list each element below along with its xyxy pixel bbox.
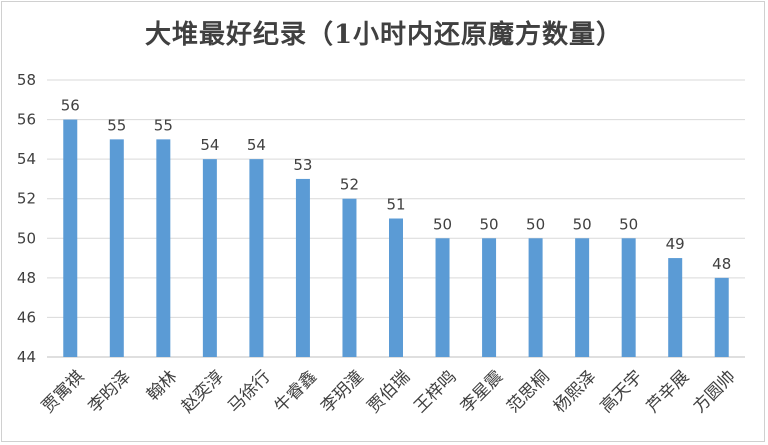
bar <box>295 178 310 357</box>
x-tick-label: 高天宇 <box>596 367 646 417</box>
y-tick-label: 50 <box>17 229 36 247</box>
x-tick-label: 牛睿鑫 <box>271 367 321 417</box>
bar <box>714 277 729 357</box>
y-tick-label: 56 <box>17 111 36 129</box>
bar <box>202 159 217 357</box>
data-label: 50 <box>480 215 499 233</box>
x-tick-label: 李昀泽 <box>85 367 135 417</box>
y-tick-label: 44 <box>17 348 36 366</box>
data-label: 49 <box>666 235 685 253</box>
bar <box>156 139 171 357</box>
bar <box>342 198 357 357</box>
y-tick-label: 52 <box>17 190 36 208</box>
x-tick-label: 翰林 <box>143 367 181 405</box>
bar <box>528 238 543 357</box>
x-tick-label: 马徐行 <box>224 367 274 417</box>
x-tick-label: 范思桐 <box>503 367 553 417</box>
x-tick-label: 李星震 <box>457 367 507 417</box>
bar <box>389 218 403 357</box>
bar <box>621 238 636 357</box>
x-tick-label: 芦辛展 <box>643 367 693 417</box>
data-label: 54 <box>247 136 266 154</box>
data-label: 56 <box>61 97 80 115</box>
data-label: 48 <box>712 255 731 273</box>
x-tick-label: 李玥潼 <box>317 367 367 417</box>
data-label: 55 <box>154 116 173 134</box>
data-label: 50 <box>433 215 452 233</box>
bar <box>668 258 683 357</box>
bar <box>249 159 264 357</box>
x-tick-label: 方圆帅 <box>690 367 740 417</box>
data-label: 52 <box>340 176 359 194</box>
y-tick-label: 58 <box>17 71 36 89</box>
bar <box>63 119 78 357</box>
y-tick-label: 48 <box>17 269 36 287</box>
data-label: 53 <box>293 156 312 174</box>
x-tick-label: 赵奕淳 <box>178 367 228 417</box>
data-label: 55 <box>107 116 126 134</box>
bar <box>435 238 450 357</box>
data-label: 50 <box>573 215 592 233</box>
x-tick-label: 杨熙泽 <box>550 367 600 417</box>
data-label: 50 <box>526 215 545 233</box>
y-tick-label: 46 <box>17 308 36 326</box>
data-label: 54 <box>200 136 219 154</box>
x-tick-label: 贾寓祺 <box>38 367 88 417</box>
bar <box>482 238 497 357</box>
x-tick-label: 王梓鸣 <box>410 367 460 417</box>
data-label: 50 <box>619 215 638 233</box>
x-tick-label: 贾伯瑞 <box>364 367 414 417</box>
bar <box>575 238 590 357</box>
chart-title: 大堆最好纪录（1小时内还原魔方数量） <box>144 20 624 50</box>
y-tick-label: 54 <box>17 150 36 168</box>
bar <box>109 139 124 357</box>
data-label: 51 <box>386 196 405 214</box>
